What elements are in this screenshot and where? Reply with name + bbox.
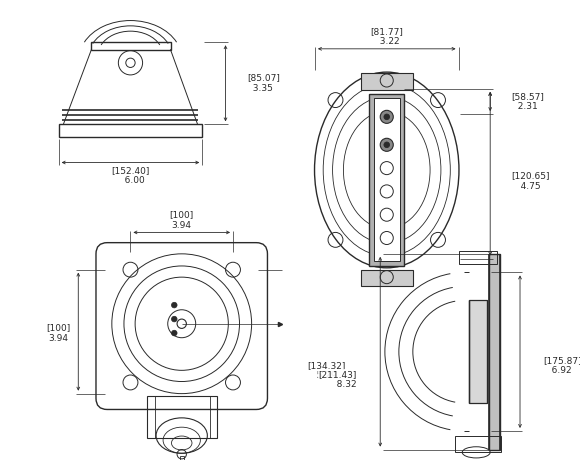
Bar xyxy=(147,397,217,438)
Bar xyxy=(374,98,400,261)
Text: [81.77]
  3.22: [81.77] 3.22 xyxy=(370,27,403,46)
Circle shape xyxy=(172,302,177,308)
Bar xyxy=(459,251,496,264)
Text: [134.32]
   5.29: [134.32] 5.29 xyxy=(307,361,346,380)
Circle shape xyxy=(380,110,393,123)
Bar xyxy=(469,300,487,403)
Circle shape xyxy=(380,139,393,151)
Bar xyxy=(91,42,171,50)
Bar xyxy=(180,456,184,464)
Circle shape xyxy=(172,330,177,336)
Bar xyxy=(361,73,413,90)
Circle shape xyxy=(384,142,390,148)
Text: [152.40]
   6.00: [152.40] 6.00 xyxy=(111,166,150,185)
Bar xyxy=(490,254,501,449)
Text: [100]
3.94: [100] 3.94 xyxy=(46,323,71,343)
Text: [120.65]
   4.75: [120.65] 4.75 xyxy=(512,171,550,191)
Circle shape xyxy=(384,114,390,119)
Bar xyxy=(155,397,210,438)
Text: [211.43]
   8.32: [211.43] 8.32 xyxy=(318,370,357,389)
Text: [175.87]
   6.92: [175.87] 6.92 xyxy=(543,356,580,376)
Bar xyxy=(455,436,501,452)
Bar xyxy=(361,270,413,287)
Bar xyxy=(369,94,404,266)
Bar xyxy=(59,124,202,138)
Text: [100]
3.94: [100] 3.94 xyxy=(169,210,194,230)
Text: [58.57]
  2.31: [58.57] 2.31 xyxy=(512,92,545,111)
Circle shape xyxy=(172,316,177,322)
Text: [85.07]
  3.35: [85.07] 3.35 xyxy=(247,74,280,93)
